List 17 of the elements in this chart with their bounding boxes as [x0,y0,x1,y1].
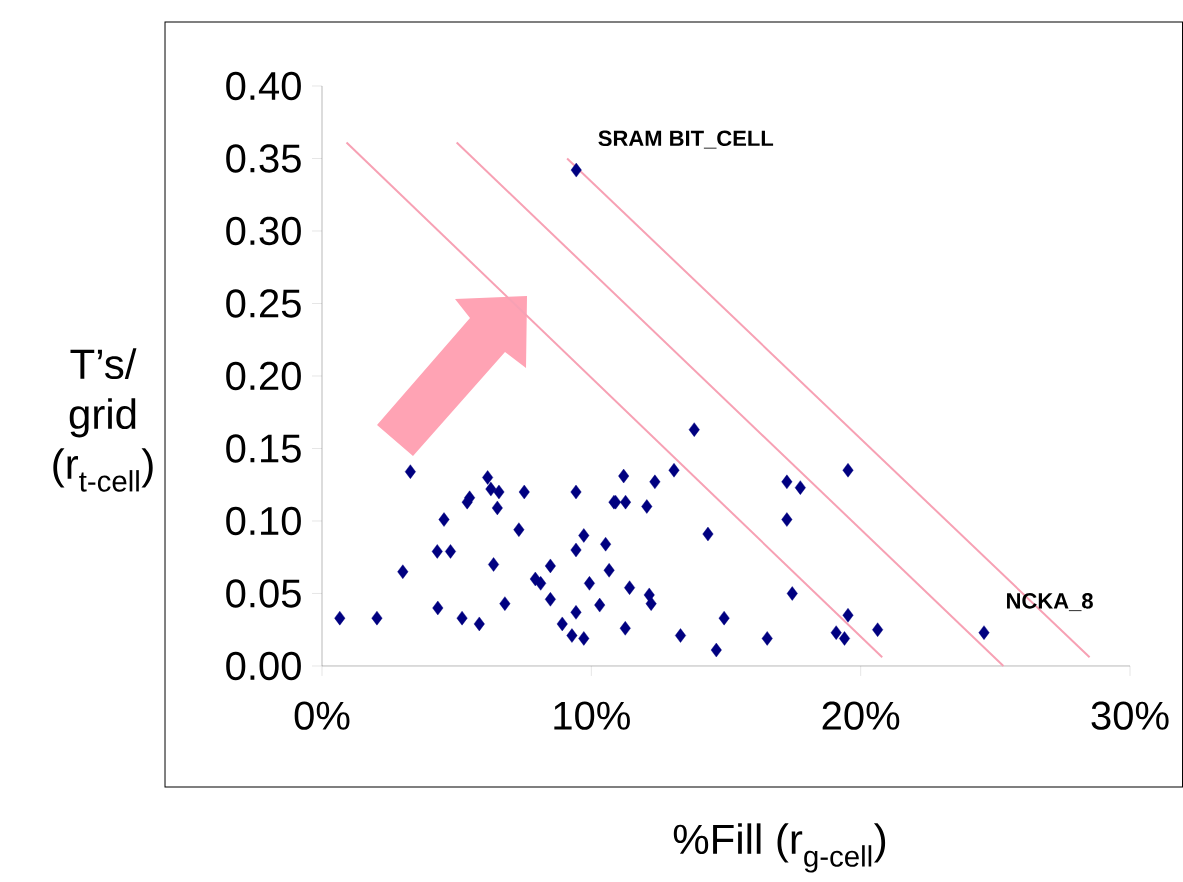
y-tick-label: 0.10 [226,506,301,536]
x-axis-title: %Fill (r$_{g-cell}$) [673,823,886,873]
y-tick-label: 0.20 [226,361,301,391]
x-tick-label: 10% [554,701,630,730]
y-axis-title: T’s/ grid (r$_{t-cell}$) [53,348,153,492]
y-tick-label: 0.40 [226,71,301,101]
x-tick-label: 0% [294,701,350,730]
y-tick-label: 0.15 [226,434,301,463]
y-tick-label: 0.25 [226,289,301,318]
annotation: NCKA_8 [1007,593,1093,612]
y-tick-label: 0.05 [226,579,301,608]
x-tick-label: 30% [1091,701,1169,730]
y-tick-label: 0.30 [226,216,301,246]
x-tick-label: 20% [822,701,900,730]
y-tick-label: 0.00 [226,651,301,681]
y-tick-label: 0.35 [226,144,301,173]
annotation: SRAM BIT_CELL [598,130,774,149]
